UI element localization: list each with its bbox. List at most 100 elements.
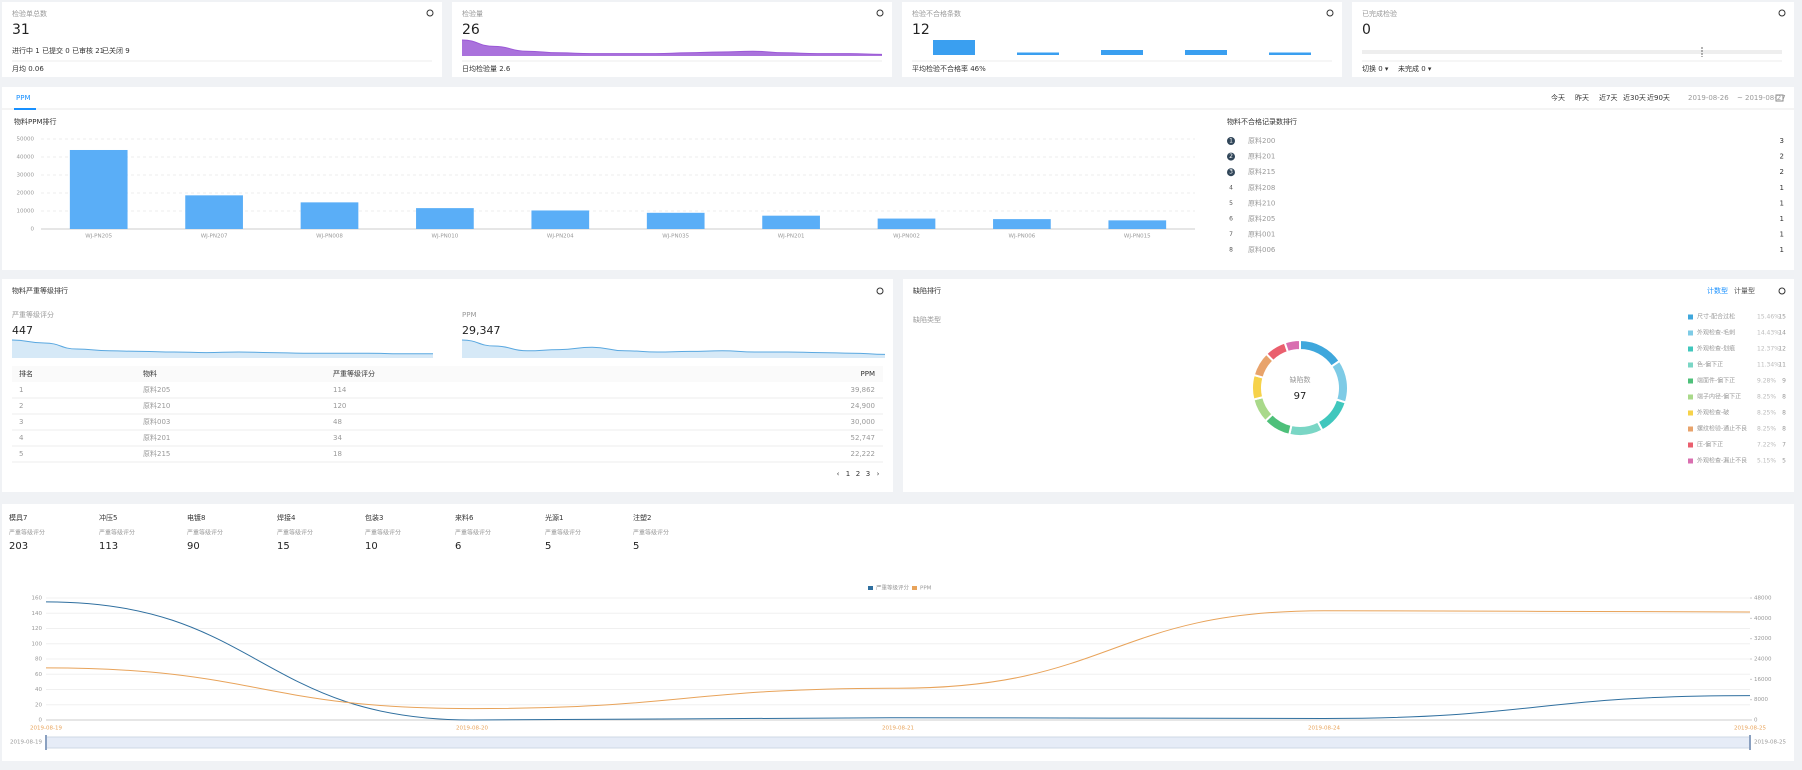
refresh-icon[interactable] — [876, 9, 884, 17]
y-tick-label: 40000 — [17, 155, 35, 161]
card-footer: 切换 0 ▾ — [1362, 64, 1389, 73]
table-cell: 原料205 — [143, 385, 170, 394]
table-header: 物料 — [143, 369, 157, 378]
legend-value: 14 — [1778, 330, 1786, 337]
y-tick-label: 100 — [32, 641, 43, 647]
rank-name: 原料201 — [1248, 152, 1275, 161]
legend-value: 5 — [1782, 458, 1786, 465]
rank-name: 原料210 — [1248, 198, 1275, 207]
stat-label: 严重等级评分 — [187, 529, 223, 537]
y-tick-label: 140 — [32, 611, 43, 617]
legend-swatch — [1688, 314, 1693, 320]
legend-swatch — [1688, 426, 1693, 432]
stat-label: 严重等级评分 — [455, 529, 491, 537]
refresh-icon[interactable] — [1778, 9, 1786, 17]
y-tick-label: 50000 — [17, 137, 35, 143]
card-footer: 平均检验不合格率 46% — [912, 64, 986, 73]
y-tick-label: 160 — [32, 596, 43, 602]
rank-count: 1 — [1780, 231, 1784, 239]
legend-value: 8 — [1782, 394, 1786, 401]
legend-swatch — [1688, 410, 1693, 416]
stat-name: 电镀8 — [187, 513, 205, 522]
stat-value: 15 — [277, 541, 290, 552]
refresh-icon[interactable] — [1778, 287, 1786, 295]
bar — [185, 195, 243, 229]
y2-tick-label: 0 — [1754, 718, 1758, 724]
legend-value: 15 — [1778, 314, 1786, 321]
rank-count: 3 — [1780, 137, 1784, 145]
bar — [993, 219, 1051, 229]
page-button[interactable]: 2 — [856, 470, 860, 478]
stat-name: 注塑2 — [633, 513, 651, 522]
area-line — [11, 339, 433, 355]
legend-label: 外观检查-破 — [1697, 409, 1729, 417]
page-button[interactable]: › — [877, 470, 880, 478]
table-cell: 24,900 — [851, 402, 876, 410]
stat-value: 203 — [9, 541, 28, 552]
refresh-icon[interactable] — [1326, 9, 1334, 17]
panel-title: 缺陷排行 — [913, 286, 941, 295]
tab[interactable]: 计量型 — [1734, 286, 1755, 295]
table-cell: 52,747 — [851, 434, 876, 442]
rank: 4 — [1229, 184, 1233, 191]
card — [902, 2, 1342, 77]
y-tick-label: 0 — [39, 718, 43, 724]
center-label: 缺陷数 — [1290, 375, 1311, 384]
date-filter[interactable]: 近30天 — [1623, 93, 1646, 102]
y2-tick-label: 40000 — [1754, 616, 1772, 622]
zoom-handle[interactable] — [45, 735, 47, 750]
card-title: 已完成检验 — [1362, 9, 1397, 18]
x-tick-label: WJ-PN015 — [1124, 234, 1151, 240]
legend-label: 外观检查-漏止不良 — [1697, 457, 1747, 465]
card-value: 0 — [1362, 22, 1371, 38]
chart-title: 物料PPM排行 — [14, 117, 56, 126]
bar — [1108, 220, 1167, 229]
stat-label: 严重等级评分 — [365, 529, 401, 537]
date-filter[interactable]: 近7天 — [1599, 93, 1617, 102]
bar — [762, 215, 820, 229]
bar — [300, 202, 359, 229]
table-cell: 原料201 — [143, 433, 170, 442]
card-stat: 进行中 1 — [12, 46, 40, 55]
y-tick-label: 120 — [32, 626, 43, 632]
date-filter[interactable]: 昨天 — [1575, 93, 1589, 102]
refresh-icon[interactable] — [876, 287, 884, 295]
page-button[interactable]: ‹ — [837, 470, 840, 478]
area-line — [461, 339, 886, 355]
zoom-handle[interactable] — [1749, 735, 1751, 750]
legend-percent: 15.46% — [1757, 314, 1780, 321]
tab[interactable]: 计数型 — [1707, 286, 1728, 295]
bar — [416, 208, 474, 229]
bar — [1185, 50, 1227, 55]
rank-name: 原料001 — [1248, 230, 1275, 239]
page-button[interactable]: 1 — [846, 470, 850, 478]
table-cell: 120 — [333, 402, 346, 410]
x-tick-label: WJ-PN035 — [662, 234, 689, 240]
stat-name: 模具7 — [9, 513, 27, 522]
series-line — [45, 610, 1751, 710]
bar — [877, 218, 936, 229]
x-tick-label: 2019-08-21 — [882, 726, 914, 732]
legend-percent: 8.25% — [1757, 426, 1776, 433]
stat-label: 严重等级评分 — [545, 529, 581, 537]
table-cell: 18 — [333, 450, 342, 458]
page-button[interactable]: 3 — [866, 470, 870, 478]
bar — [933, 40, 975, 55]
pie-slice — [1251, 373, 1265, 401]
card-footer: 月均 0.06 — [12, 64, 44, 73]
legend-swatch — [1688, 378, 1693, 384]
refresh-icon[interactable] — [426, 9, 434, 17]
legend-swatch — [1688, 458, 1693, 464]
bar — [1101, 50, 1143, 55]
card-title: 检验量 — [462, 9, 483, 18]
date-filter[interactable]: 近90天 — [1647, 93, 1670, 102]
legend-percent: 12.37% — [1757, 346, 1780, 353]
calendar-icon[interactable] — [1775, 94, 1784, 102]
zoom-slider[interactable] — [45, 736, 1751, 749]
legend-percent: 8.25% — [1757, 394, 1776, 401]
table-cell: 30,000 — [851, 418, 876, 426]
card-stat: 已提交 0 — [42, 46, 70, 55]
date-filter[interactable]: 今天 — [1551, 93, 1565, 102]
stat-name: 焊接4 — [277, 513, 296, 522]
